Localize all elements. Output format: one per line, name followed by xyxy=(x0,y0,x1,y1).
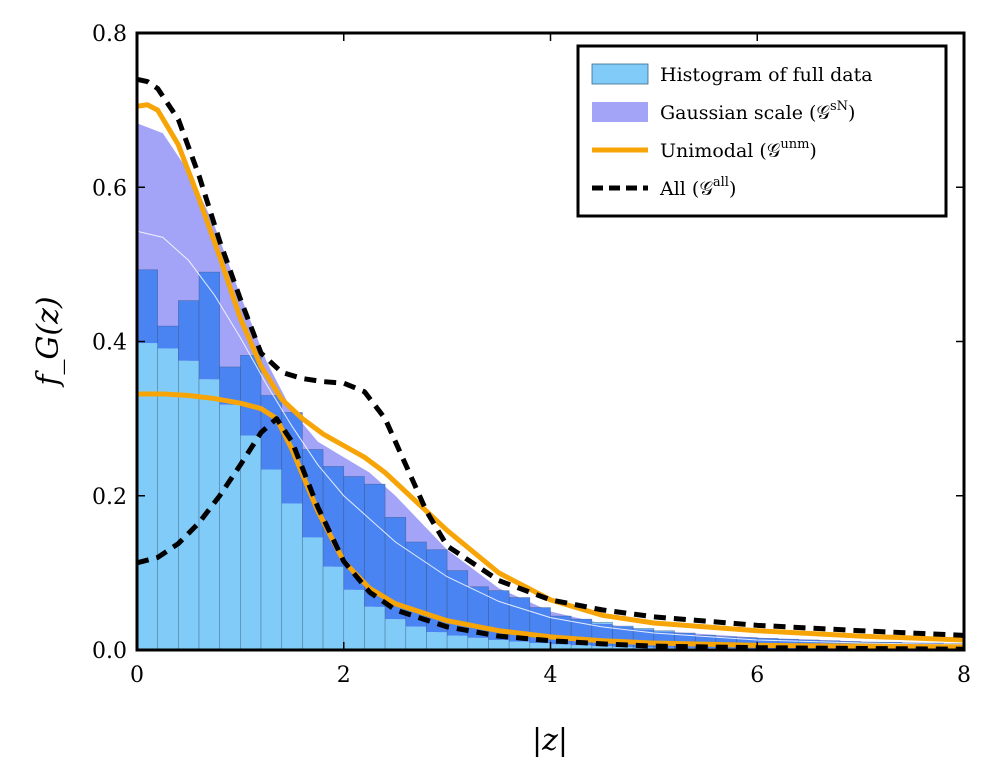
y-tick-label: 0.2 xyxy=(92,485,127,510)
legend: Histogram of full data Gaussian scale (𝒢s… xyxy=(576,44,948,218)
histogram-bar xyxy=(509,641,530,650)
y-tick-label: 0.8 xyxy=(92,22,127,47)
all-model-line-3 xyxy=(137,416,964,650)
histogram-bar xyxy=(447,635,468,650)
histogram-bar-top xyxy=(653,630,675,632)
histogram-bar-overlap xyxy=(364,484,386,607)
histogram-bar-overlap xyxy=(385,517,406,620)
histogram-bar xyxy=(219,404,241,650)
histogram-bar-overlap xyxy=(199,272,220,380)
unimodal-line-0 xyxy=(137,102,964,643)
histogram-bar xyxy=(343,589,365,650)
histogram-bar xyxy=(261,469,282,650)
histogram-bar xyxy=(178,360,200,650)
x-tick-label: 8 xyxy=(957,663,971,688)
histogram-bar xyxy=(426,632,448,650)
x-axis-label: |z| xyxy=(532,723,568,758)
histogram-bar xyxy=(405,626,427,650)
histogram-bar-overlap xyxy=(137,269,158,344)
histogram-bar xyxy=(385,619,406,650)
histogram-bar xyxy=(302,537,324,650)
y-tick-label: 0.4 xyxy=(92,331,127,356)
histogram-bar xyxy=(591,646,613,650)
x-tick-label: 2 xyxy=(337,663,351,688)
histogram-bar-top xyxy=(633,628,654,630)
histogram-bar-top xyxy=(591,622,613,624)
all-model-line-2 xyxy=(137,76,964,638)
histogram-bar-overlap xyxy=(157,326,179,349)
legend-label: All (𝒢all) xyxy=(659,175,736,200)
x-tick-label: 4 xyxy=(544,663,558,688)
histogram-bar-overlap xyxy=(240,355,262,436)
legend-swatch xyxy=(591,63,649,85)
histogram-bar-overlap xyxy=(426,549,448,633)
histogram-bar-overlap xyxy=(178,300,200,361)
histogram-bar xyxy=(281,503,303,650)
histogram-bar xyxy=(467,637,489,650)
histogram-bar xyxy=(137,343,158,650)
histogram-bar xyxy=(199,379,220,650)
y-tick-label: 0.0 xyxy=(92,639,127,664)
histogram-bar xyxy=(157,348,179,650)
x-tick-label: 0 xyxy=(130,663,144,688)
y-axis-label: f_G(z) xyxy=(31,296,66,387)
legend-label: Histogram of full data xyxy=(660,64,873,86)
y-tick-label: 0.6 xyxy=(92,176,127,201)
histogram-bar xyxy=(571,645,592,650)
histogram-bar xyxy=(550,644,572,650)
legend-label: Unimodal (𝒢unm) xyxy=(660,137,817,162)
legend-box xyxy=(576,44,948,218)
histogram-bar xyxy=(488,639,510,650)
histogram-bar-overlap xyxy=(405,542,427,627)
histogram-bar xyxy=(323,566,344,650)
histogram-bar-overlap xyxy=(323,466,344,567)
legend-label: Gaussian scale (𝒢sN) xyxy=(660,99,855,124)
legend-swatch xyxy=(592,102,648,122)
histogram-bar-overlap xyxy=(343,476,365,590)
histogram-bar xyxy=(612,646,634,650)
x-tick-label: 6 xyxy=(750,663,764,688)
histogram-bar-overlap xyxy=(219,366,241,405)
plot-area xyxy=(137,76,964,650)
gaussian-mean-line xyxy=(137,230,964,646)
histogram-bar xyxy=(240,435,262,650)
axes: 0 2 4 6 8 0.0 0.2 0.4 0.6 0.8 xyxy=(92,22,971,688)
histogram-bar xyxy=(364,606,386,650)
histogram-bar xyxy=(529,643,551,650)
